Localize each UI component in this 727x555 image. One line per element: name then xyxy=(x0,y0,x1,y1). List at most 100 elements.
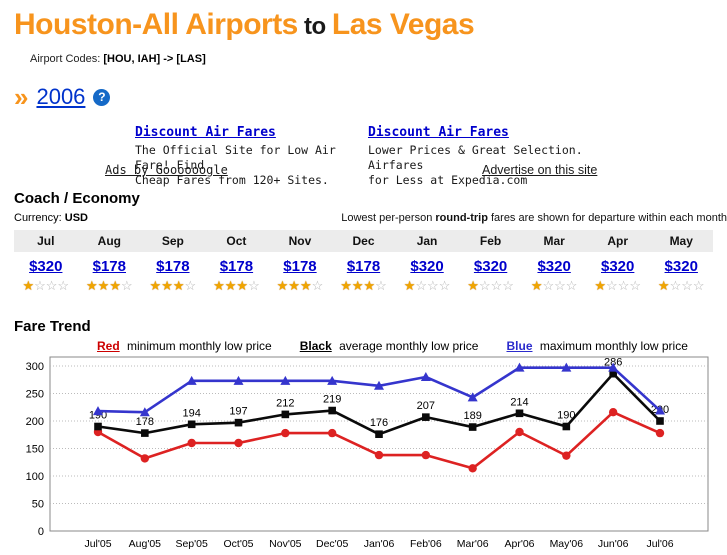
currency-line: Currency: USD xyxy=(14,212,88,224)
x-tick-label: Apr'06 xyxy=(504,538,534,550)
y-tick-label: 250 xyxy=(26,389,44,401)
star-empty-icon: ☆ xyxy=(681,278,693,293)
star-filled-icon: ★ xyxy=(363,278,376,293)
data-point-label: 194 xyxy=(182,407,200,419)
legend-label: Blue xyxy=(506,339,533,353)
y-tick-label: 300 xyxy=(26,361,44,373)
fare-price-link-sep[interactable]: $178 xyxy=(156,258,190,275)
marker-circle xyxy=(327,428,337,438)
marker-square xyxy=(468,423,477,431)
airport-codes-value: [HOU, IAH] -> [LAS] xyxy=(103,53,206,65)
fare-price-link-jan[interactable]: $320 xyxy=(410,258,444,275)
star-empty-icon: ☆ xyxy=(490,278,503,293)
marker-circle xyxy=(421,450,431,460)
ad-right-line2: for Less at Expedia.com xyxy=(368,173,528,187)
star-empty-icon: ☆ xyxy=(606,278,618,293)
y-tick-label: 150 xyxy=(26,444,44,456)
fare-note-bold: round-trip xyxy=(435,212,488,224)
fare-price-link-dec[interactable]: $178 xyxy=(346,258,381,275)
ad-block-left: Discount Air Fares The Official Site for… xyxy=(135,125,365,188)
month-header-feb: Feb xyxy=(479,234,502,248)
star-filled-icon: ★ xyxy=(530,278,543,293)
marker-circle xyxy=(468,464,477,473)
data-point-label: 219 xyxy=(323,394,341,406)
chart-legend: Red minimum monthly low price Black avera… xyxy=(97,339,716,353)
marker-triangle xyxy=(608,362,619,372)
data-point-label: 207 xyxy=(417,400,435,412)
month-header-sep: Sep xyxy=(161,234,184,248)
star-filled-icon: ★ xyxy=(276,278,289,293)
legend-desc: minimum monthly low price xyxy=(123,339,272,353)
help-icon[interactable]: ? xyxy=(93,88,111,106)
x-tick-label: Feb'06 xyxy=(410,538,442,550)
star-rating: ★☆☆☆ xyxy=(522,278,586,294)
x-tick-label: Sep'05 xyxy=(175,538,208,550)
page-title: Houston-All Airports to Las Vegas xyxy=(14,8,475,42)
y-tick-label: 0 xyxy=(38,526,44,538)
price-cell: $320 xyxy=(522,258,586,276)
marker-circle xyxy=(608,408,618,417)
currency-value: USD xyxy=(64,212,88,224)
advertise-link[interactable]: Advertise on this site xyxy=(482,163,598,177)
star-empty-icon: ☆ xyxy=(554,278,566,293)
month-header-dec: Dec xyxy=(352,234,375,248)
legend-label: Red xyxy=(97,339,120,353)
star-rating: ★★★☆ xyxy=(332,278,396,294)
fare-price-link-nov[interactable]: $178 xyxy=(283,258,317,275)
star-filled-icon: ★ xyxy=(161,278,173,293)
data-point-label: 176 xyxy=(370,417,388,429)
fare-price-link-apr[interactable]: $320 xyxy=(601,258,635,275)
star-empty-icon: ☆ xyxy=(502,278,514,293)
ad-block-right: Discount Air Fares Lower Prices & Great … xyxy=(368,125,598,188)
legend-desc: maximum monthly low price xyxy=(536,339,688,353)
marker-square xyxy=(281,410,290,419)
star-empty-icon: ☆ xyxy=(629,278,641,293)
star-empty-icon: ☆ xyxy=(248,278,260,293)
month-header-nov: Nov xyxy=(288,234,312,248)
star-empty-icon: ☆ xyxy=(478,278,491,293)
fare-price-link-mar[interactable]: $320 xyxy=(537,258,571,275)
marker-circle xyxy=(281,428,290,438)
star-rating: ★☆☆☆ xyxy=(14,278,78,294)
currency-label: Currency: xyxy=(14,212,65,224)
star-filled-icon: ★ xyxy=(594,278,607,293)
fare-price-link-may[interactable]: $320 xyxy=(664,258,698,275)
star-rating: ★★★☆ xyxy=(268,278,332,294)
price-cell: $178 xyxy=(332,258,396,276)
fare-note: Lowest per-person round-trip fares are s… xyxy=(341,212,727,224)
star-rating: ★☆☆☆ xyxy=(459,278,523,294)
fare-price-link-aug[interactable]: $178 xyxy=(92,258,126,275)
data-point-label: 190 xyxy=(557,410,575,422)
marker-triangle xyxy=(514,362,525,372)
star-rating: ★★★☆ xyxy=(141,278,205,294)
star-filled-icon: ★ xyxy=(340,278,352,293)
marker-triangle xyxy=(561,362,572,372)
ad-right-title-link[interactable]: Discount Air Fares xyxy=(368,125,509,140)
ad-left-title-link[interactable]: Discount Air Fares xyxy=(135,125,276,140)
month-header-jul: Jul xyxy=(37,234,55,248)
star-empty-icon: ☆ xyxy=(34,278,46,293)
price-cell: $320 xyxy=(649,258,713,276)
marker-triangle xyxy=(233,375,244,385)
legend-label: Black xyxy=(299,339,332,353)
data-point-label: 189 xyxy=(463,410,481,422)
data-point-label: 212 xyxy=(276,397,294,409)
year-link[interactable]: 2006 xyxy=(36,84,86,109)
star-filled-icon: ★ xyxy=(657,278,670,293)
fare-table-price-row: $320 $178 $178 $178 $178 $178 $320 $320 $320 $320… xyxy=(14,258,713,276)
fare-price-link-oct[interactable]: $178 xyxy=(219,258,254,275)
star-empty-icon: ☆ xyxy=(542,278,555,293)
fare-price-link-feb[interactable]: $320 xyxy=(473,258,508,275)
marker-square xyxy=(375,430,383,438)
star-rating: ★★★☆ xyxy=(205,278,269,294)
star-empty-icon: ☆ xyxy=(184,278,197,293)
price-cell: $178 xyxy=(78,258,142,276)
marker-triangle xyxy=(655,405,665,415)
star-filled-icon: ★ xyxy=(149,278,162,293)
x-tick-label: Jan'06 xyxy=(364,538,395,550)
month-header-oct: Oct xyxy=(226,234,247,248)
ads-by-google-link[interactable]: Ads by Goooooogle xyxy=(105,163,228,177)
fare-price-link-jul[interactable]: $320 xyxy=(29,258,63,275)
price-cell: $320 xyxy=(459,258,523,276)
marker-circle xyxy=(140,454,150,463)
